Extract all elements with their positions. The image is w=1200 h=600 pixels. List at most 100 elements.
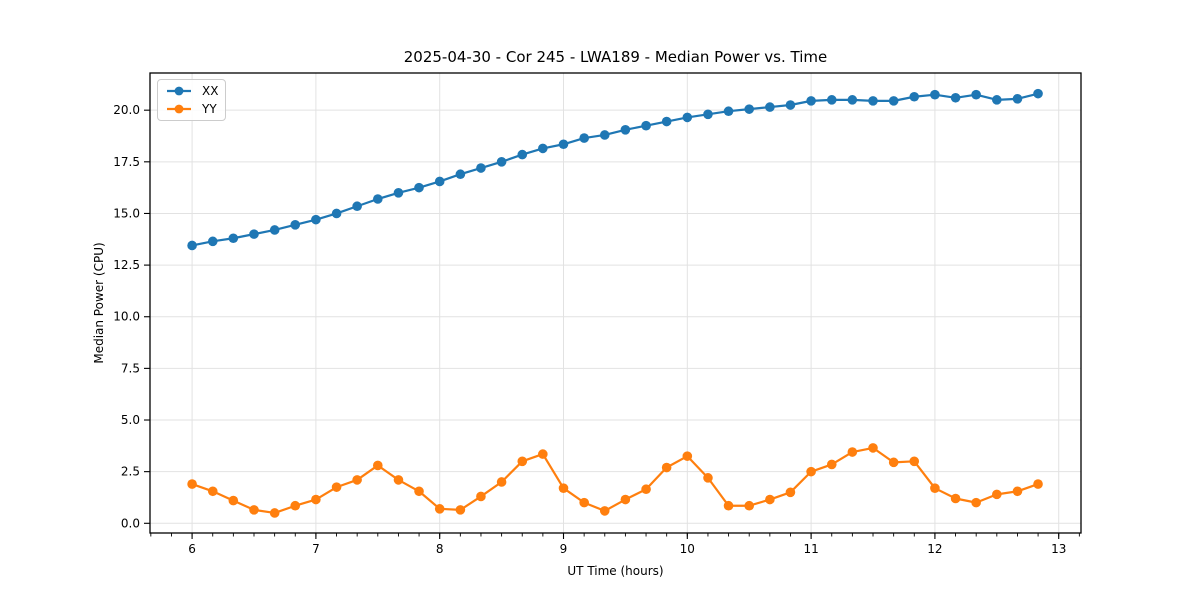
data-point-xx [847, 95, 858, 105]
legend-label-xx: XX [202, 84, 219, 99]
legend: XX YY [157, 79, 226, 121]
data-point-xx [909, 91, 920, 102]
data-point-xx [517, 149, 528, 160]
data-point-xx [187, 240, 197, 251]
y-tick-label: 2.5 [121, 465, 140, 479]
data-point-yy [331, 482, 342, 492]
x-tick-label: 9 [560, 542, 568, 556]
data-point-yy [352, 475, 362, 485]
data-point-yy [517, 456, 528, 467]
legend-item-yy: YY [165, 100, 219, 117]
data-point-xx [992, 95, 1002, 105]
data-point-xx [950, 92, 961, 103]
data-point-yy [806, 466, 816, 477]
x-tick-label: 13 [1051, 542, 1066, 556]
data-point-xx [641, 120, 651, 131]
x-tick-label: 6 [188, 542, 196, 556]
data-point-yy [909, 456, 920, 467]
data-point-yy [558, 483, 569, 493]
legend-item-xx: XX [165, 83, 219, 100]
legend-line-marker-xx-icon [167, 86, 191, 96]
data-point-yy [847, 447, 858, 457]
x-axis-label: UT Time (hours) [567, 564, 664, 578]
data-point-yy [228, 495, 239, 506]
x-tick-label: 11 [803, 542, 818, 556]
data-point-yy [992, 489, 1002, 500]
data-point-yy [290, 500, 301, 511]
data-point-xx [765, 102, 775, 112]
data-point-xx [785, 100, 796, 110]
data-point-yy [930, 483, 940, 493]
x-tick-label: 10 [680, 542, 695, 556]
y-tick-label: 17.5 [113, 155, 140, 169]
chart-title: 2025-04-30 - Cor 245 - LWA189 - Median P… [403, 48, 828, 66]
data-point-yy [703, 473, 713, 483]
data-point-xx [661, 116, 672, 127]
data-point-xx [888, 96, 899, 106]
data-point-xx [703, 109, 713, 120]
data-point-xx [228, 233, 239, 244]
data-point-yy [414, 486, 424, 497]
data-point-xx [599, 130, 610, 140]
data-point-yy [868, 443, 878, 453]
data-point-xx [579, 133, 589, 143]
data-point-yy [971, 497, 981, 508]
data-point-yy [393, 475, 404, 485]
data-point-yy [269, 508, 280, 518]
data-point-xx [311, 214, 321, 225]
data-point-xx [331, 208, 342, 219]
data-point-yy [765, 494, 775, 505]
data-point-yy [249, 505, 259, 515]
y-tick-label: 10.0 [113, 310, 140, 324]
data-point-xx [1033, 88, 1043, 99]
data-point-xx [455, 169, 466, 180]
y-tick-label: 7.5 [121, 361, 140, 375]
data-point-yy [538, 449, 548, 459]
y-tick-label: 5.0 [121, 413, 140, 427]
data-point-xx [290, 220, 301, 230]
data-point-yy [682, 451, 693, 461]
data-point-yy [620, 494, 631, 505]
data-point-yy [888, 457, 899, 468]
data-point-yy [434, 504, 445, 514]
x-tick-label: 8 [436, 542, 444, 556]
data-point-xx [868, 96, 878, 106]
data-point-yy [744, 500, 755, 511]
y-tick-label: 15.0 [113, 206, 140, 220]
plot-border [149, 72, 1082, 534]
data-point-yy [826, 459, 837, 470]
data-point-xx [476, 163, 486, 173]
data-point-xx [682, 112, 693, 123]
data-point-yy [661, 462, 672, 473]
x-tick-label: 12 [927, 542, 942, 556]
data-point-yy [1033, 479, 1043, 489]
data-point-yy [455, 505, 466, 515]
data-point-xx [434, 176, 445, 187]
data-point-xx [249, 229, 259, 239]
data-point-xx [558, 139, 569, 150]
data-point-xx [826, 95, 837, 105]
data-point-xx [723, 106, 734, 117]
x-tick-label: 7 [312, 542, 320, 556]
data-point-yy [785, 487, 796, 498]
data-point-xx [1012, 94, 1023, 104]
data-point-xx [372, 194, 383, 204]
legend-line-marker-yy-icon [167, 104, 191, 114]
y-tick-label: 20.0 [113, 103, 140, 117]
data-point-yy [496, 477, 507, 487]
data-point-xx [930, 89, 940, 100]
data-point-xx [269, 225, 280, 235]
data-point-xx [538, 143, 548, 154]
data-point-xx [744, 104, 755, 114]
data-point-xx [496, 157, 507, 167]
y-tick-label: 12.5 [113, 258, 140, 272]
data-point-xx [971, 89, 981, 100]
data-point-xx [806, 96, 816, 106]
data-point-xx [207, 236, 218, 247]
data-point-yy [207, 486, 218, 497]
y-tick-label: 0.0 [121, 516, 140, 530]
data-point-xx [393, 188, 404, 198]
legend-label-yy: YY [202, 101, 217, 116]
